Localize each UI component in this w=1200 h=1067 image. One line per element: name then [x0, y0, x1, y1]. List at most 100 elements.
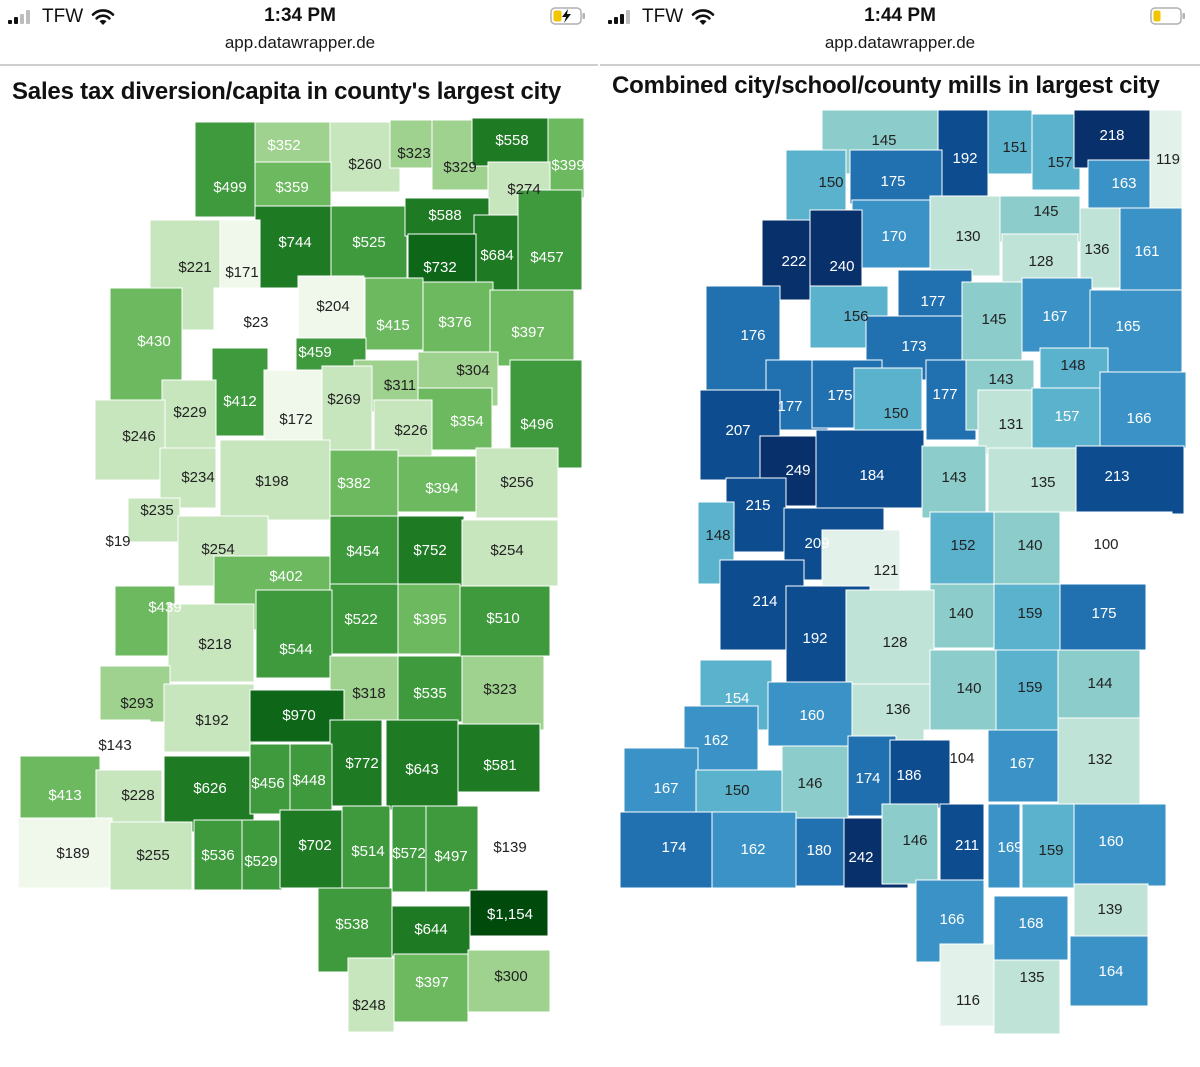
county-shape[interactable]: [987, 109, 1033, 175]
county-shape[interactable]: [993, 959, 1061, 1035]
county-shape[interactable]: [39, 519, 121, 565]
county-shape[interactable]: [161, 379, 217, 453]
county-shape[interactable]: [364, 277, 424, 351]
county-shape[interactable]: [929, 649, 997, 735]
county-shape[interactable]: [1057, 717, 1141, 807]
county-shape[interactable]: [459, 585, 551, 657]
county-shape[interactable]: [457, 723, 541, 793]
county-shape[interactable]: [619, 811, 729, 889]
county-shape[interactable]: [397, 583, 461, 655]
county-shape[interactable]: [397, 455, 477, 513]
county-shape[interactable]: [1099, 371, 1187, 449]
county-shape[interactable]: [213, 287, 299, 349]
county-shape[interactable]: [781, 745, 849, 823]
county-shape[interactable]: [114, 585, 176, 657]
county-shape[interactable]: [847, 735, 897, 817]
county-shape[interactable]: [815, 429, 925, 509]
county-shape[interactable]: [1021, 803, 1077, 889]
county-shape[interactable]: [389, 119, 435, 169]
county-shape[interactable]: [987, 447, 1079, 515]
county-shape[interactable]: [393, 953, 469, 1023]
address-url[interactable]: app.datawrapper.de: [224, 33, 376, 52]
county-shape[interactable]: [711, 811, 797, 889]
county-shape[interactable]: [547, 117, 585, 199]
county-shape[interactable]: [517, 189, 583, 291]
county-shape[interactable]: [809, 209, 863, 293]
county-shape[interactable]: [94, 399, 166, 481]
county-shape[interactable]: [939, 803, 985, 885]
county-shape[interactable]: [929, 583, 995, 649]
county-shape[interactable]: [759, 435, 817, 507]
county-shape[interactable]: [1119, 207, 1183, 291]
county-shape[interactable]: [461, 519, 559, 587]
county-shape[interactable]: [341, 805, 391, 893]
county-shape[interactable]: [385, 719, 459, 811]
county-shape[interactable]: [422, 281, 494, 353]
county-shape[interactable]: [987, 729, 1059, 803]
county-shape[interactable]: [1073, 883, 1149, 939]
county-shape[interactable]: [1073, 109, 1151, 169]
county-shape[interactable]: [159, 447, 217, 509]
county-shape[interactable]: [329, 121, 401, 193]
county-shape[interactable]: [489, 289, 575, 367]
county-shape[interactable]: [321, 365, 373, 455]
county-shape[interactable]: [1069, 935, 1149, 1007]
county-shape[interactable]: [725, 477, 787, 553]
county-shape[interactable]: [845, 589, 935, 685]
county-shape[interactable]: [1079, 207, 1123, 289]
county-shape[interactable]: [1059, 583, 1147, 651]
county-shape[interactable]: [881, 803, 939, 885]
county-shape[interactable]: [1021, 277, 1093, 353]
county-shape[interactable]: [347, 957, 395, 1033]
county-shape[interactable]: [211, 347, 269, 437]
county-shape[interactable]: [853, 367, 923, 433]
county-shape[interactable]: [329, 515, 399, 587]
county-shape[interactable]: [469, 889, 549, 937]
county-shape[interactable]: [961, 281, 1023, 361]
county-shape[interactable]: [255, 589, 333, 679]
county-shape[interactable]: [1149, 109, 1183, 219]
county-shape[interactable]: [921, 445, 987, 519]
county-value-label: $234: [181, 469, 214, 486]
county-shape[interactable]: [397, 655, 463, 723]
county-shape[interactable]: [1057, 649, 1141, 719]
county-shape[interactable]: [127, 497, 181, 543]
county-shape[interactable]: [425, 805, 479, 893]
county-shape[interactable]: [767, 681, 853, 747]
county-shape[interactable]: [167, 603, 255, 683]
county-shape[interactable]: [391, 905, 471, 957]
county-shape[interactable]: [249, 743, 293, 815]
county-shape[interactable]: [391, 805, 427, 893]
county-shape[interactable]: [993, 511, 1061, 587]
county-shape[interactable]: [795, 817, 845, 887]
county-shape[interactable]: [929, 511, 995, 585]
county-shape[interactable]: [249, 689, 345, 743]
county-shape[interactable]: [95, 769, 163, 827]
address-url[interactable]: app.datawrapper.de: [824, 33, 976, 52]
county-shape[interactable]: [241, 819, 283, 891]
county-shape[interactable]: [987, 803, 1021, 889]
county-shape[interactable]: [939, 943, 995, 1027]
county-shape[interactable]: [279, 809, 343, 889]
county-shape[interactable]: [849, 149, 943, 205]
county-shape[interactable]: [1059, 511, 1173, 589]
county-shape[interactable]: [977, 389, 1043, 455]
county-shape[interactable]: [99, 665, 171, 723]
county-shape[interactable]: [109, 821, 193, 891]
county-shape[interactable]: [1073, 803, 1167, 887]
county-shape[interactable]: [1031, 113, 1081, 191]
county-shape[interactable]: [297, 275, 365, 343]
county-shape[interactable]: [475, 447, 559, 519]
county-value-label: $218: [198, 636, 231, 653]
county-shape[interactable]: [461, 655, 545, 731]
county-shape[interactable]: [1075, 445, 1185, 515]
county-shape[interactable]: [889, 739, 951, 809]
county-shape[interactable]: [194, 121, 256, 218]
county-shape[interactable]: [929, 195, 1001, 277]
county-value-label: 168: [1018, 915, 1043, 932]
county-value-label: 130: [955, 228, 980, 245]
county-value-label: $544: [279, 641, 312, 658]
county-shape[interactable]: [851, 199, 931, 269]
county-shape[interactable]: [467, 949, 551, 1013]
county-shape[interactable]: [329, 719, 383, 807]
